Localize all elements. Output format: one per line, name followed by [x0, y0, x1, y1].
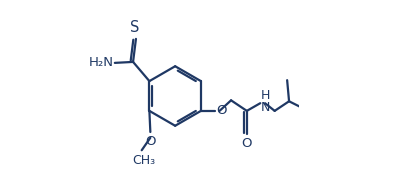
- Text: H₂N: H₂N: [88, 56, 113, 69]
- Text: S: S: [130, 20, 139, 35]
- Text: O: O: [241, 137, 252, 150]
- Text: O: O: [216, 104, 226, 117]
- Text: CH₃: CH₃: [132, 154, 155, 167]
- Text: O: O: [145, 136, 155, 148]
- Text: H
N: H N: [260, 89, 270, 114]
